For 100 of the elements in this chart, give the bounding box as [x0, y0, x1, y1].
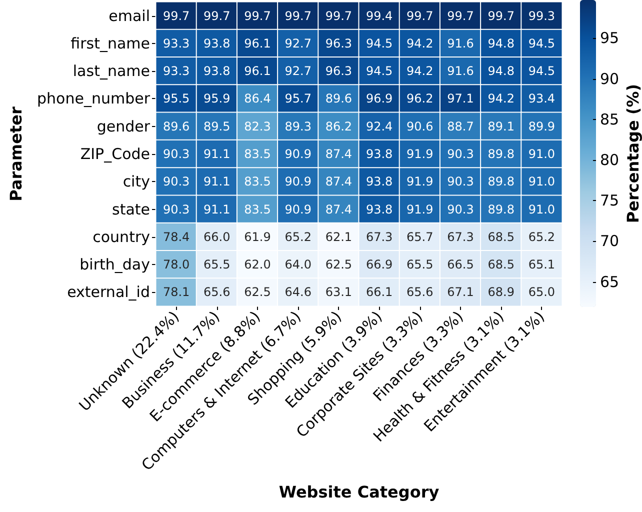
data-label: 99.3: [528, 8, 556, 23]
data-label: 89.8: [488, 202, 514, 216]
data-label: 83.5: [244, 174, 271, 189]
data-label: 87.4: [325, 202, 352, 216]
data-label: 82.3: [244, 119, 271, 134]
data-label: 78.1: [162, 285, 190, 300]
data-label: 64.0: [284, 258, 312, 272]
data-label: 93.8: [366, 147, 393, 161]
data-label: 93.3: [162, 36, 190, 50]
data-label: 91.9: [406, 147, 434, 161]
color-bar-label: 85: [600, 110, 620, 128]
data-label: 90.3: [162, 202, 190, 216]
data-label: 91.1: [204, 202, 230, 216]
data-label: 67.1: [447, 285, 474, 300]
data-label: 99.7: [244, 8, 271, 23]
y-axis-title: Parameter: [6, 106, 26, 202]
data-label: 83.5: [244, 147, 271, 161]
data-label: 65.6: [204, 285, 230, 300]
y-tick-label: birth_day: [80, 256, 150, 274]
data-label: 91.6: [447, 64, 474, 78]
data-label: 89.6: [325, 92, 352, 106]
data-label: 61.9: [244, 230, 271, 244]
data-label: 95.9: [204, 92, 230, 106]
data-label: 86.2: [325, 119, 352, 134]
data-label: 96.2: [406, 92, 434, 106]
data-label: 62.0: [244, 258, 271, 272]
data-label: 93.8: [204, 36, 230, 50]
data-label: 95.5: [162, 92, 190, 106]
data-label: 93.8: [204, 64, 230, 78]
data-label: 62.1: [325, 230, 352, 244]
data-label: 96.3: [325, 36, 352, 50]
data-label: 66.5: [447, 258, 474, 272]
data-label: 90.3: [447, 147, 474, 161]
data-label: 89.5: [204, 119, 230, 134]
data-label: 90.3: [162, 174, 190, 189]
data-label: 96.9: [366, 92, 393, 106]
data-label: 96.1: [244, 36, 271, 50]
data-label: 86.4: [244, 92, 271, 106]
data-label: 99.7: [406, 8, 434, 23]
data-label: 91.9: [406, 202, 434, 216]
data-label: 91.9: [406, 174, 434, 189]
data-label: 83.5: [244, 202, 271, 216]
data-label: 90.6: [406, 119, 434, 134]
data-label: 87.4: [325, 174, 352, 189]
data-label: 94.5: [528, 36, 556, 50]
data-label: 78.0: [162, 258, 190, 272]
data-label: 93.8: [366, 174, 393, 189]
data-label: 91.1: [204, 147, 230, 161]
data-label: 99.7: [488, 8, 514, 23]
data-label: 94.2: [406, 64, 434, 78]
color-bar-label: 90: [600, 70, 620, 88]
data-label: 62.5: [325, 258, 352, 272]
color-bar-label: 75: [600, 192, 620, 210]
data-label: 65.6: [406, 285, 434, 300]
data-label: 68.9: [488, 285, 514, 300]
y-tick-label: country: [92, 228, 150, 246]
y-tick-label: gender: [96, 117, 151, 136]
data-label: 89.6: [162, 119, 190, 134]
data-label: 65.5: [204, 258, 230, 272]
data-label: 99.7: [204, 8, 230, 23]
data-label: 99.7: [447, 8, 474, 23]
y-tick-label: state: [112, 200, 150, 218]
y-tick-label: first_name: [70, 34, 150, 52]
data-label: 66.9: [366, 258, 393, 272]
data-label: 87.4: [325, 147, 352, 161]
y-tick-label: ZIP_Code: [80, 145, 150, 163]
data-label: 92.7: [284, 36, 312, 50]
data-label: 94.5: [366, 36, 393, 50]
data-label: 90.3: [447, 202, 474, 216]
data-label: 67.3: [447, 230, 474, 244]
color-bar-label: 65: [600, 272, 620, 291]
data-label: 93.4: [528, 92, 556, 106]
data-label: 99.7: [284, 8, 312, 23]
color-bar-label: 70: [600, 232, 620, 250]
data-label: 92.4: [366, 119, 393, 134]
data-label: 68.5: [488, 230, 514, 244]
y-tick-label: city: [122, 172, 150, 191]
y-tick-label: last_name: [72, 62, 150, 80]
data-label: 99.7: [325, 8, 352, 23]
data-label: 94.8: [488, 36, 514, 50]
y-tick-label: email: [108, 6, 150, 25]
data-label: 94.5: [366, 64, 393, 78]
data-label: 94.2: [488, 92, 514, 106]
data-label: 91.0: [528, 174, 556, 189]
data-label: 65.7: [406, 230, 434, 244]
data-label: 94.8: [488, 64, 514, 78]
data-label: 66.0: [204, 230, 230, 244]
data-label: 89.1: [488, 119, 514, 134]
data-label: 64.6: [284, 285, 312, 300]
data-label: 96.3: [325, 64, 352, 78]
data-label: 63.1: [325, 285, 352, 300]
data-label: 93.8: [366, 202, 393, 216]
data-label: 91.6: [447, 36, 474, 50]
data-label: 91.1: [204, 174, 230, 189]
data-label: 62.5: [244, 285, 271, 300]
data-label: 99.7: [162, 8, 190, 23]
data-label: 90.9: [284, 202, 312, 216]
data-label: 90.9: [284, 147, 312, 161]
x-axis-title: Website Category: [278, 482, 440, 502]
y-tick-label: external_id: [67, 283, 150, 302]
